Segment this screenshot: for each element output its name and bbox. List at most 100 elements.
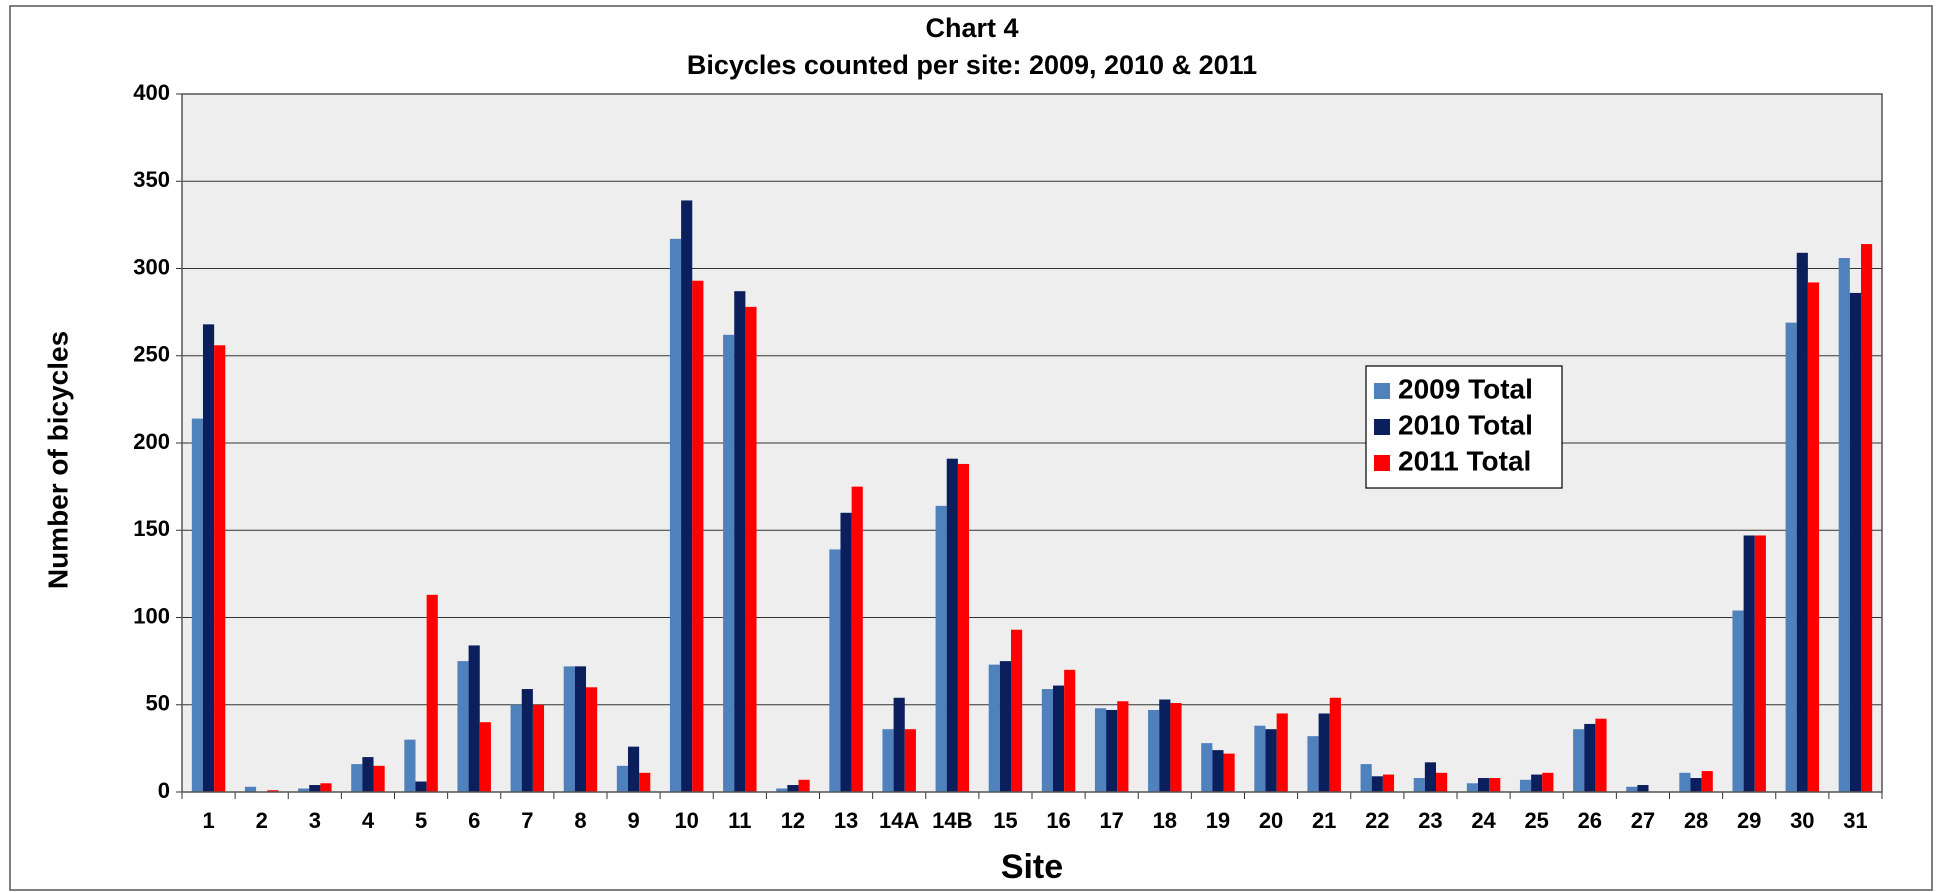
bar <box>1785 322 1797 792</box>
bar <box>1307 736 1319 792</box>
bar <box>1807 282 1820 792</box>
bar <box>191 418 203 792</box>
x-tick-label: 25 <box>1524 808 1548 833</box>
bar <box>468 645 480 792</box>
bar <box>1477 778 1490 792</box>
legend-swatch <box>1374 455 1390 471</box>
x-tick-label: 1 <box>202 808 214 833</box>
bar <box>510 704 522 792</box>
y-tick-label: 350 <box>133 167 170 192</box>
bar <box>1679 772 1691 792</box>
bar <box>1254 725 1266 792</box>
bar <box>1041 689 1053 792</box>
legend-swatch <box>1374 383 1390 399</box>
chart-subtitle: Bicycles counted per site: 2009, 2010 & … <box>687 50 1257 80</box>
bar <box>1626 786 1638 792</box>
bar <box>1838 258 1850 792</box>
x-tick-label: 6 <box>468 808 480 833</box>
x-tick-label: 10 <box>674 808 698 833</box>
x-tick-label: 21 <box>1312 808 1336 833</box>
bar <box>415 781 427 792</box>
bar <box>1489 778 1501 792</box>
bar <box>351 764 363 792</box>
x-tick-label: 20 <box>1259 808 1283 833</box>
bar <box>1595 718 1607 792</box>
y-tick-label: 100 <box>133 603 170 628</box>
bar <box>1413 778 1425 792</box>
bar <box>1371 776 1383 792</box>
bar <box>1732 610 1744 792</box>
y-tick-label: 250 <box>133 342 170 367</box>
legend-box <box>1365 365 1563 489</box>
y-tick-label: 200 <box>133 429 170 454</box>
bar <box>669 238 682 792</box>
x-tick-label: 19 <box>1206 808 1230 833</box>
x-tick-label: 24 <box>1471 808 1496 833</box>
x-tick-label: 26 <box>1578 808 1602 833</box>
bar <box>1265 729 1277 792</box>
plot-frame <box>181 93 1883 793</box>
bar <box>1796 252 1808 793</box>
bar <box>1584 723 1596 792</box>
x-axis-label: Site <box>1001 848 1063 886</box>
bar <box>1861 244 1873 792</box>
bar <box>1148 709 1160 792</box>
bar <box>627 746 640 792</box>
legend-label: 2010 Total <box>1398 409 1533 440</box>
bar <box>521 689 533 792</box>
bar <box>426 594 438 792</box>
x-tick-label: 30 <box>1790 808 1814 833</box>
bar <box>1011 629 1023 792</box>
legend-label: 2011 Total <box>1398 445 1531 476</box>
bar <box>798 779 810 792</box>
bar <box>1754 535 1766 792</box>
bar <box>1743 535 1755 792</box>
bar <box>457 661 469 792</box>
bar <box>1201 743 1213 792</box>
x-tick-label: 22 <box>1365 808 1389 833</box>
bar <box>362 757 374 792</box>
y-tick-label: 150 <box>133 516 170 541</box>
bar <box>1690 778 1702 792</box>
legend-label: 2009 Total <box>1398 373 1533 404</box>
bar <box>1329 697 1341 792</box>
bar <box>840 512 852 792</box>
bar <box>479 722 491 792</box>
x-tick-label: 4 <box>362 808 375 833</box>
bar <box>1170 703 1182 792</box>
bar <box>1519 779 1532 792</box>
x-tick-label: 5 <box>415 808 427 833</box>
bar <box>957 463 970 792</box>
bar <box>320 783 332 792</box>
x-tick-label: 14A <box>879 808 919 833</box>
bar <box>267 790 279 792</box>
bar <box>639 772 651 792</box>
y-tick-label: 300 <box>133 254 170 279</box>
y-tick-label: 0 <box>158 778 170 803</box>
bar <box>1052 685 1065 792</box>
x-tick-label: 11 <box>728 808 751 833</box>
bar <box>1436 772 1448 792</box>
x-tick-label: 16 <box>1046 808 1070 833</box>
legend-swatch <box>1374 419 1390 435</box>
bar <box>532 704 545 792</box>
x-tick-label: 27 <box>1631 808 1655 833</box>
x-tick-label: 12 <box>781 808 805 833</box>
bar <box>904 729 916 792</box>
bar <box>373 765 385 792</box>
bar <box>851 486 863 792</box>
bar <box>1276 713 1288 792</box>
x-tick-label: 18 <box>1153 808 1177 833</box>
bar <box>1094 708 1107 792</box>
chart-title: Chart 4 <box>925 13 1018 43</box>
x-tick-label: 9 <box>627 808 639 833</box>
y-tick-label: 50 <box>146 691 170 716</box>
y-tick-label: 400 <box>133 80 170 105</box>
bar <box>298 788 310 792</box>
x-tick-label: 14B <box>932 808 972 833</box>
bar <box>1573 729 1585 792</box>
bar <box>616 765 628 792</box>
bar <box>1382 774 1395 792</box>
bar <box>1424 762 1437 792</box>
